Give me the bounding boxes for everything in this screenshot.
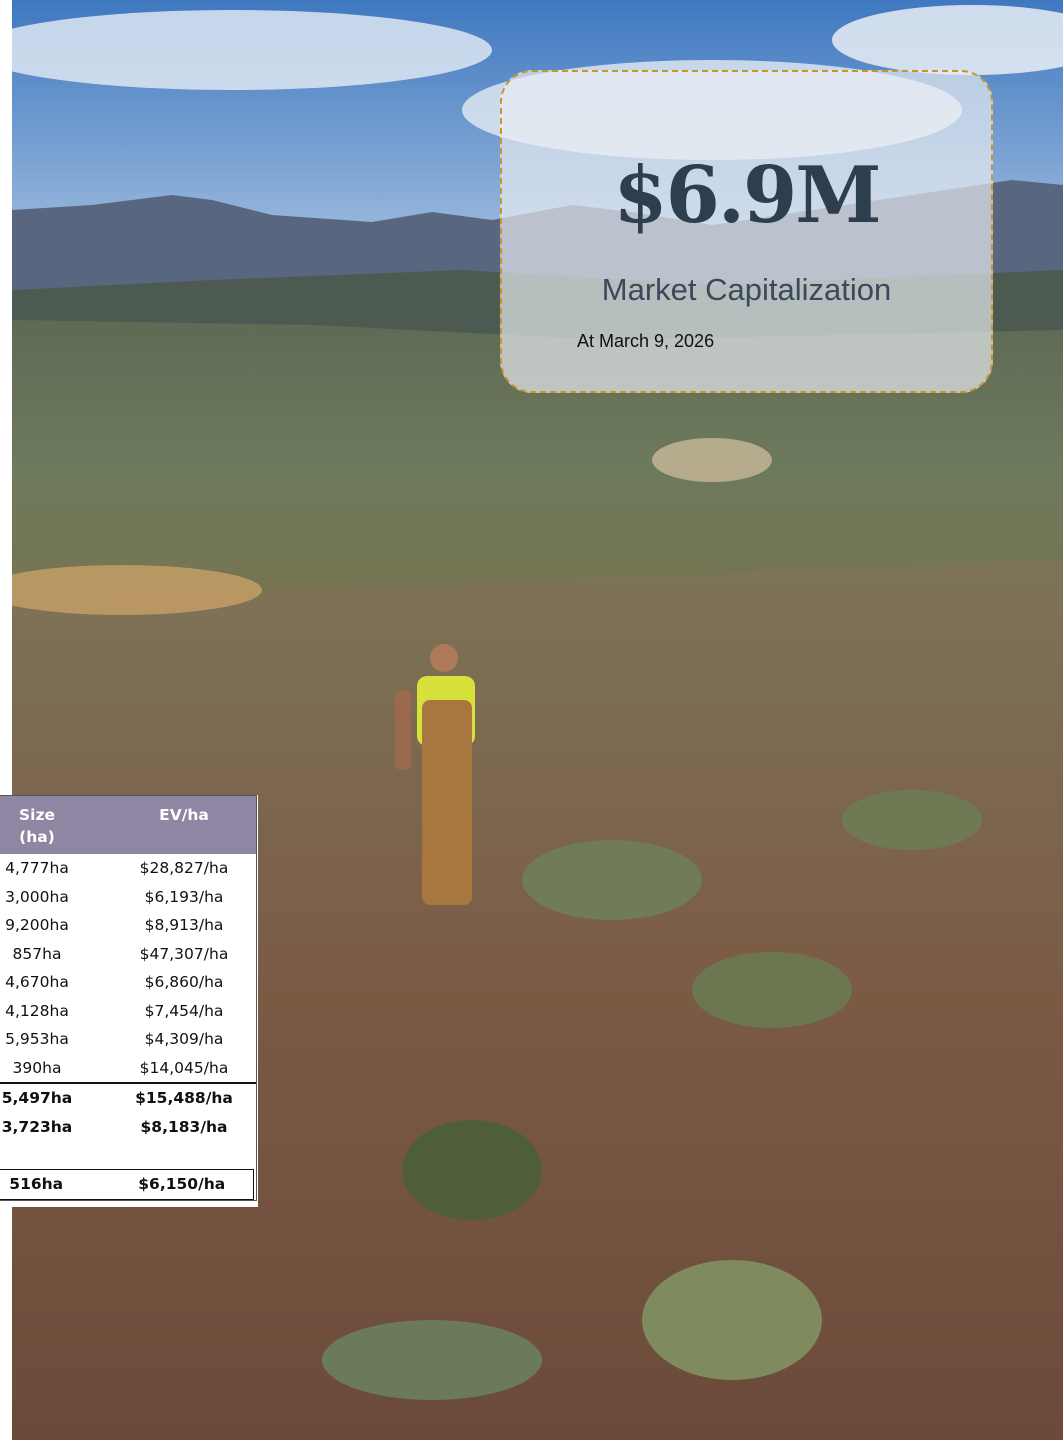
table-row: 4,670ha$6,860/ha [0,968,256,997]
table-cell: $14,045/ha [112,1059,256,1077]
table-cell: 4,777ha [0,859,112,877]
market-cap-value: $6.9M [502,150,991,241]
table-cell: 857ha [0,945,112,963]
table-row: 390ha$14,045/ha [0,1054,256,1083]
table-cell: Size (ha) [0,804,112,848]
market-cap-label: Market Capitalization [502,272,991,308]
table-row: 4,128ha$7,454/ha [0,997,256,1026]
table-row: 857ha$47,307/ha [0,940,256,969]
table-row: 3,000ha$6,193/ha [0,883,256,912]
table-cell: $6,860/ha [112,973,256,991]
table-cell: 5,497ha [0,1089,112,1107]
table-cell: $7,454/ha [112,1002,256,1020]
table-row: 5,953ha$4,309/ha [0,1025,256,1054]
table-cell: 516ha [0,1175,110,1193]
page: Market Capitalization {"card": {"value":… [0,0,1063,1440]
table-cell: $8,913/ha [112,916,256,934]
table-header: Size (ha)EV/ha [0,796,256,854]
table-cell: $15,488/ha [112,1089,256,1107]
table-cell: 5,953ha [0,1030,112,1048]
table-cell: $4,309/ha [112,1030,256,1048]
market-cap-card: $6.9M Market Capitalization At March 9, … [500,70,993,393]
page-body: $6.9M Market Capitalization At March 9, … [0,0,1063,1440]
table-cell: 9,200ha [0,916,112,934]
table-cell: $28,827/ha [112,859,256,877]
summary-row: 5,497ha$15,488/ha [0,1082,256,1113]
table-cell: 3,000ha [0,888,112,906]
final-row: 516ha$6,150/ha [0,1169,254,1200]
table-cell: $6,150/ha [110,1175,253,1193]
table-row: 9,200ha$8,913/ha [0,911,256,940]
table-cell: EV/ha [112,804,256,826]
market-cap-date: At March 9, 2026 [577,331,714,352]
table-cell: 4,128ha [0,1002,112,1020]
table-cell: $8,183/ha [112,1118,256,1136]
table-cell: 4,670ha [0,973,112,991]
table-cell: 3,723ha [0,1118,112,1136]
table-cell: $6,193/ha [112,888,256,906]
table-cell: 390ha [0,1059,112,1077]
table-gap [0,1141,256,1169]
table-cell: $47,307/ha [112,945,256,963]
summary-row: 3,723ha$8,183/ha [0,1113,256,1142]
table-row: 4,777ha$28,827/ha [0,854,256,883]
